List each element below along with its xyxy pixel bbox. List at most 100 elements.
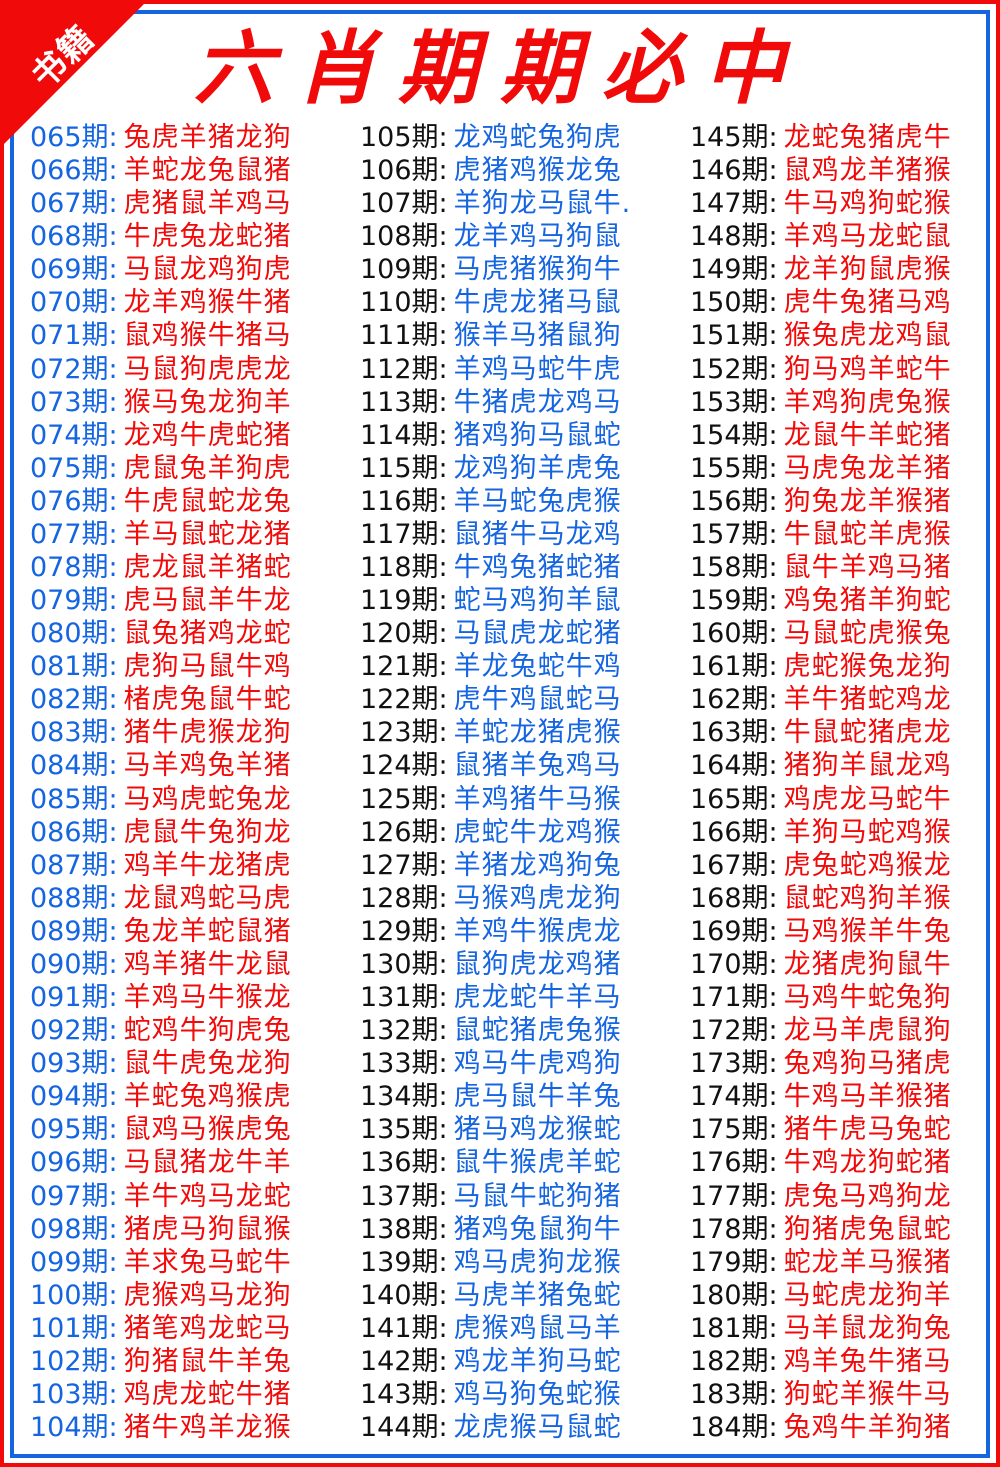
period-number: 157期: xyxy=(690,518,778,550)
period-number: 128期: xyxy=(360,882,448,914)
list-item: 164期: 猪狗羊鼠龙鸡 xyxy=(690,749,952,782)
period-number: 178期: xyxy=(690,1213,778,1245)
list-item: 106期: 虎猪鸡猴龙兔 xyxy=(360,154,631,187)
zodiac-picks: 虎兔马鸡狗龙 xyxy=(783,1180,952,1212)
zodiac-picks: 鼠蛇猪虎兔猴 xyxy=(453,1015,622,1047)
list-item: 172期: 龙马羊虎鼠狗 xyxy=(690,1014,952,1047)
list-item: 120期: 马鼠虎龙蛇猪 xyxy=(360,617,631,650)
list-item: 097期: 羊牛鸡马龙蛇 xyxy=(30,1180,292,1213)
list-item: 108期: 龙羊鸡马狗鼠 xyxy=(360,220,631,253)
list-item: 142期: 鸡龙羊狗马蛇 xyxy=(360,1345,631,1378)
list-item: 072期: 马鼠狗虎虎龙 xyxy=(30,353,292,386)
period-number: 078期: xyxy=(30,552,118,584)
list-item: 139期: 鸡马虎狗龙猴 xyxy=(360,1246,631,1279)
list-item: 085期: 马鸡虎蛇兔龙 xyxy=(30,783,292,816)
zodiac-picks: 鼠鸡马猴虎兔 xyxy=(123,1114,292,1146)
period-number: 181期: xyxy=(690,1312,778,1344)
period-number: 092期: xyxy=(30,1015,118,1047)
period-number: 118期: xyxy=(360,552,448,584)
period-number: 136期: xyxy=(360,1147,448,1179)
period-number: 110期: xyxy=(360,287,448,319)
zodiac-picks: 羊鸡马蛇牛虎 xyxy=(453,353,622,385)
list-item: 167期: 虎兔蛇鸡猴龙 xyxy=(690,849,952,882)
zodiac-picks: 猪鸡狗马鼠蛇 xyxy=(453,419,622,451)
list-item: 103期: 鸡虎龙蛇牛猪 xyxy=(30,1378,292,1411)
zodiac-picks: 龙鼠鸡蛇马虎 xyxy=(123,882,292,914)
list-item: 098期: 猪虎马狗鼠猴 xyxy=(30,1213,292,1246)
list-item: 100期: 虎猴鸡马龙狗 xyxy=(30,1279,292,1312)
list-item: 099期: 羊求兔马蛇牛 xyxy=(30,1246,292,1279)
period-number: 085期: xyxy=(30,783,118,815)
list-item: 073期: 猴马兔龙狗羊 xyxy=(30,386,292,419)
period-number: 088期: xyxy=(30,882,118,914)
corner-ribbon xyxy=(0,0,148,148)
zodiac-picks: 羊马蛇兔虎猴 xyxy=(453,485,622,517)
period-number: 094期: xyxy=(30,1081,118,1113)
period-number: 122期: xyxy=(360,684,448,716)
list-item: 118期: 牛鸡兔猪蛇猪 xyxy=(360,551,631,584)
zodiac-picks: 马鸡虎蛇兔龙 xyxy=(123,783,292,815)
period-number: 182期: xyxy=(690,1345,778,1377)
zodiac-picks: 马鼠牛蛇狗猪 xyxy=(453,1180,622,1212)
period-number: 116期: xyxy=(360,485,448,517)
period-number: 095期: xyxy=(30,1114,118,1146)
list-item: 082期: 楮虎兔鼠牛蛇 xyxy=(30,683,292,716)
zodiac-picks: 鸡羊猪牛龙鼠 xyxy=(123,948,292,980)
period-number: 075期: xyxy=(30,452,118,484)
zodiac-picks: 羊蛇龙猪虎猴 xyxy=(453,717,622,749)
period-number: 179期: xyxy=(690,1246,778,1278)
period-number: 069期: xyxy=(30,254,118,286)
list-item: 104期: 猪牛鸡羊龙猴 xyxy=(30,1411,292,1444)
zodiac-picks: 虎马鼠羊牛龙 xyxy=(123,585,292,617)
zodiac-picks: 猴羊马猪鼠狗 xyxy=(453,320,622,352)
period-number: 150期: xyxy=(690,287,778,319)
list-item: 122期: 虎牛鸡鼠蛇马 xyxy=(360,683,631,716)
zodiac-picks: 龙鼠牛羊蛇猪 xyxy=(783,419,952,451)
period-number: 067期: xyxy=(30,188,118,220)
zodiac-picks: 羊牛鸡马龙蛇 xyxy=(123,1180,292,1212)
period-number: 133期: xyxy=(360,1048,448,1080)
zodiac-picks: 虎牛兔猪马鸡 xyxy=(783,287,952,319)
zodiac-picks: 羊鸡狗虎兔猴 xyxy=(783,386,952,418)
list-item: 132期: 鼠蛇猪虎兔猴 xyxy=(360,1014,631,1047)
list-item: 109期: 马虎猪猴狗牛 xyxy=(360,253,631,286)
period-number: 138期: xyxy=(360,1213,448,1245)
period-number: 160期: xyxy=(690,618,778,650)
list-item: 145期: 龙蛇兔猪虎牛 xyxy=(690,121,952,154)
list-item: 144期: 龙虎猴马鼠蛇 xyxy=(360,1411,631,1444)
zodiac-picks: 牛鼠蛇猪虎龙 xyxy=(783,717,952,749)
period-number: 142期: xyxy=(360,1345,448,1377)
list-item: 153期: 羊鸡狗虎兔猴 xyxy=(690,386,952,419)
period-number: 104期: xyxy=(30,1412,118,1444)
period-number: 130期: xyxy=(360,948,448,980)
zodiac-picks: 狗猪鼠牛羊兔 xyxy=(123,1345,292,1377)
zodiac-picks: 蛇鸡牛狗虎兔 xyxy=(123,1015,292,1047)
list-item: 065期: 兔虎羊猪龙狗 xyxy=(30,121,292,154)
period-number: 065期: xyxy=(30,122,118,153)
zodiac-picks: 猪牛虎猴龙狗 xyxy=(123,717,292,749)
period-number: 099期: xyxy=(30,1246,118,1278)
period-number: 079期: xyxy=(30,585,118,617)
list-item: 081期: 虎狗马鼠牛鸡 xyxy=(30,650,292,683)
zodiac-picks: 兔龙羊蛇鼠猪 xyxy=(123,915,292,947)
list-item: 184期: 兔鸡牛羊狗猪 xyxy=(690,1411,952,1444)
period-number: 070期: xyxy=(30,287,118,319)
period-number: 097期: xyxy=(30,1180,118,1212)
list-item: 091期: 羊鸡马牛猴龙 xyxy=(30,981,292,1014)
period-number: 086期: xyxy=(30,816,118,848)
list-item: 076期: 牛虎鼠蛇龙兔 xyxy=(30,485,292,518)
zodiac-picks: 狗马鸡羊蛇牛 xyxy=(783,353,952,385)
zodiac-picks: 牛虎兔龙蛇猪 xyxy=(123,221,292,253)
zodiac-picks: 狗蛇羊猴牛马 xyxy=(783,1378,952,1410)
list-item: 088期: 龙鼠鸡蛇马虎 xyxy=(30,882,292,915)
list-item: 137期: 马鼠牛蛇狗猪 xyxy=(360,1180,631,1213)
zodiac-picks: 马猴鸡虎龙狗 xyxy=(453,882,622,914)
list-item: 151期: 猴兔虎龙鸡鼠 xyxy=(690,319,952,352)
list-item: 115期: 龙鸡狗羊虎兔 xyxy=(360,452,631,485)
list-item: 170期: 龙猪虎狗鼠牛 xyxy=(690,948,952,981)
period-number: 180期: xyxy=(690,1279,778,1311)
period-number: 173期: xyxy=(690,1048,778,1080)
zodiac-picks: 马虎羊猪兔蛇 xyxy=(453,1279,622,1311)
list-item: 067期: 虎猪鼠羊鸡马 xyxy=(30,187,292,220)
list-item: 068期: 牛虎兔龙蛇猪 xyxy=(30,220,292,253)
